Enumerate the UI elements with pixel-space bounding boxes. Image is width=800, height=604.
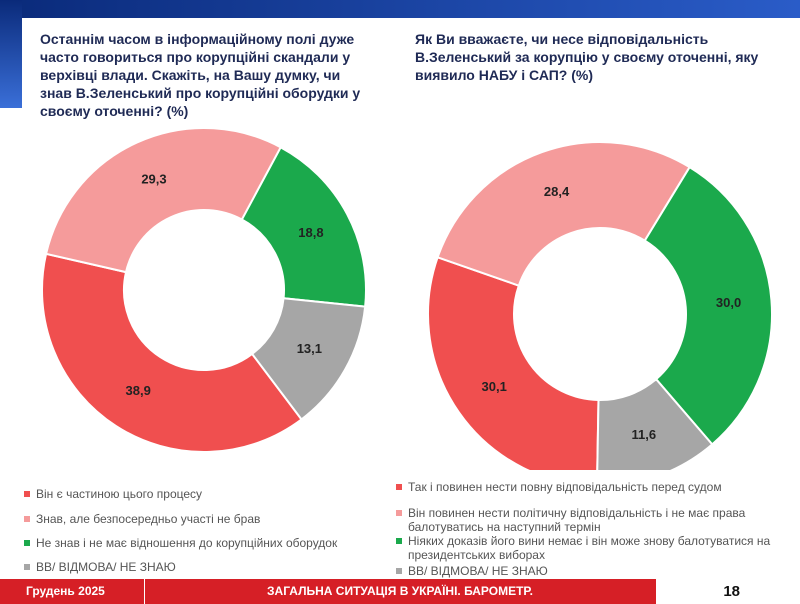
legend-label: Так і повинен нести повну відповідальніс… bbox=[408, 480, 722, 494]
side-bar bbox=[0, 0, 22, 108]
donut-slice bbox=[596, 377, 714, 470]
legend-swatch bbox=[396, 510, 402, 516]
legend-swatch bbox=[396, 568, 402, 574]
donut-slice bbox=[250, 297, 367, 421]
value-label: 29,3 bbox=[141, 171, 166, 186]
legend-swatch bbox=[396, 538, 402, 544]
legend-swatch bbox=[24, 564, 30, 570]
legend-swatch bbox=[24, 491, 30, 497]
legend: Він є частиною цього процесу Знав, але бе… bbox=[24, 487, 394, 577]
legend: Так і повинен нести повну відповідальніс… bbox=[396, 480, 796, 578]
legend-item: Знав, але безпосередньо участі не брав bbox=[24, 512, 260, 526]
legend-swatch bbox=[396, 484, 402, 490]
legend-label: ВВ/ ВІДМОВА/ НЕ ЗНАЮ bbox=[408, 564, 548, 578]
value-label: 18,8 bbox=[298, 225, 323, 240]
donut-slice bbox=[44, 127, 283, 274]
legend-label: ВВ/ ВІДМОВА/ НЕ ЗНАЮ bbox=[36, 560, 176, 574]
donut-slice bbox=[427, 256, 600, 470]
value-label: 38,9 bbox=[126, 383, 151, 398]
legend-item: Так і повинен нести повну відповідальніс… bbox=[396, 480, 722, 494]
footer: Грудень 2025 ЗАГАЛЬНА СИТУАЦІЯ В УКРАЇНІ… bbox=[0, 579, 800, 604]
legend-item: ВВ/ ВІДМОВА/ НЕ ЗНАЮ bbox=[396, 564, 548, 578]
legend-label: Він є частиною цього процесу bbox=[36, 487, 203, 501]
charts: 38,9 29,3 18,8 13,1 30,1 28,4 30,0 11,6 bbox=[41, 127, 773, 470]
donut-slice bbox=[643, 165, 773, 446]
legend-swatch bbox=[24, 516, 30, 522]
legend-swatch bbox=[24, 540, 30, 546]
value-label: 11,6 bbox=[632, 427, 657, 442]
footer-date: Грудень 2025 bbox=[0, 579, 145, 604]
footer-title: ЗАГАЛЬНА СИТУАЦІЯ В УКРАЇНІ. БАРОМЕТР. bbox=[267, 584, 533, 598]
legend-item: Не знав і не має відношення до корупційн… bbox=[24, 536, 337, 550]
donut-slice bbox=[41, 252, 303, 453]
legend-label: Він повинен нести політичну відповідальн… bbox=[408, 506, 746, 534]
value-label: 28,4 bbox=[544, 184, 570, 199]
legend-item: Він повинен нести політичну відповідальн… bbox=[396, 506, 796, 534]
donut-slice bbox=[436, 141, 691, 287]
chart-title: Як Ви вважаєте, чи несе відповідальність… bbox=[415, 31, 759, 83]
legend-label: Знав, але безпосередньо участі не брав bbox=[36, 512, 261, 526]
legend-item: ВВ/ ВІДМОВА/ НЕ ЗНАЮ bbox=[24, 560, 176, 574]
value-label: 30,0 bbox=[716, 295, 741, 310]
legend-item: Він є частиною цього процесу bbox=[24, 487, 202, 501]
legend-item: Ніяких доказів його вини немає і він мож… bbox=[396, 534, 796, 562]
chart-title: Останнім часом в інформаційному полі дуж… bbox=[40, 31, 361, 119]
legend-label: Не знав і не має відношення до корупційн… bbox=[36, 536, 338, 550]
page-number: 18 bbox=[656, 579, 800, 604]
legend-label: Ніяких доказів його вини немає і він мож… bbox=[408, 534, 771, 562]
donut-slice bbox=[240, 145, 367, 308]
value-label: 13,1 bbox=[297, 341, 322, 356]
top-bar bbox=[0, 0, 800, 18]
value-label: 30,1 bbox=[482, 379, 507, 394]
